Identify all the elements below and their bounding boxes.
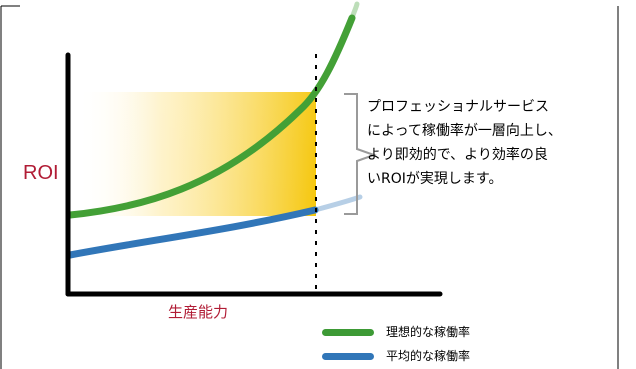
legend-ideal-swatch	[322, 329, 374, 336]
roi-bracket	[344, 93, 378, 215]
average-utilization-curve-fade	[312, 194, 363, 213]
annotation-line: いROIが実現します。	[367, 171, 503, 187]
annotation-line: プロフェッショナルサービス	[367, 99, 549, 115]
y-axis-label: ROI	[23, 162, 59, 184]
average-utilization-curve	[66, 206, 319, 259]
annotation-line: より即効的で、より効率の良	[367, 147, 548, 163]
legend-average-swatch	[322, 353, 374, 360]
x-axis-label: 生産能力	[168, 303, 229, 321]
annotation-line: によって稼働率が一層向上し、	[367, 123, 562, 139]
roi-improvement-overlay	[77, 92, 316, 216]
legend-average-label: 平均的な稼働率	[386, 349, 471, 363]
legend-ideal-label: 理想的な稼働率	[386, 325, 471, 339]
ideal-utilization-curve-fade	[349, 1, 360, 21]
ideal-utilization-curve	[66, 14, 356, 219]
roi-annotation: プロフェッショナルサービス によって稼働率が一層向上し、 より即効的で、より効率…	[367, 95, 636, 191]
